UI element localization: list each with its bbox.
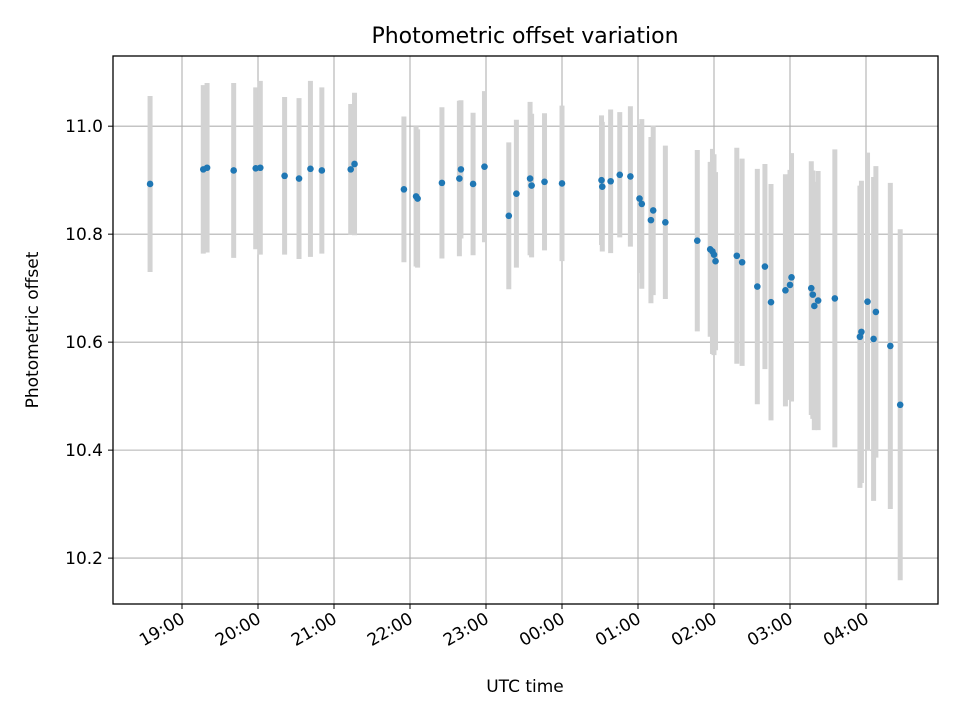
data-point — [513, 190, 520, 197]
data-point — [295, 175, 303, 182]
data-point — [754, 283, 761, 290]
data-point — [598, 183, 606, 190]
data-point — [872, 308, 880, 316]
x-axis-ticks: 19:00 20:00 21:00 22:00 23:00 00:00 01:00 02:00… — [136, 604, 873, 651]
data-point — [733, 252, 741, 260]
data-point — [710, 251, 718, 258]
data-point — [526, 175, 534, 182]
chart-title: Photometric offset variation — [371, 24, 678, 49]
data-point — [809, 291, 817, 298]
data-point — [896, 401, 904, 409]
data-point — [505, 212, 513, 220]
data-point — [481, 163, 488, 170]
data-point — [761, 263, 769, 270]
y-tick-label: 11.0 — [65, 117, 103, 137]
data-point — [146, 180, 154, 188]
data-point — [738, 258, 746, 266]
x-axis-label: UTC time — [486, 677, 564, 697]
data-point — [469, 180, 477, 188]
data-point — [400, 186, 408, 193]
data-point — [811, 302, 818, 310]
data-point — [318, 167, 326, 174]
error-bars — [147, 80, 903, 581]
data-point — [887, 342, 894, 350]
data-point — [636, 195, 643, 202]
data-point — [767, 298, 775, 306]
data-points — [146, 160, 904, 409]
data-point — [864, 298, 871, 305]
data-point — [230, 167, 237, 174]
data-point — [814, 297, 822, 304]
data-point — [831, 295, 839, 302]
data-point — [627, 173, 634, 180]
x-tick-label: 23:00 — [440, 609, 492, 651]
data-point — [616, 171, 624, 179]
data-point — [870, 335, 877, 343]
data-point — [607, 177, 614, 185]
data-point — [203, 164, 211, 172]
data-point — [457, 166, 465, 173]
x-tick-label: 04:00 — [820, 609, 872, 651]
data-point — [528, 182, 535, 189]
data-point — [786, 281, 794, 289]
data-point — [558, 180, 566, 187]
y-tick-label: 10.2 — [65, 549, 103, 569]
data-point — [598, 176, 605, 184]
x-tick-label: 22:00 — [364, 609, 416, 651]
y-axis-ticks: 10.2 10.4 10.6 10.8 11.0 — [65, 117, 113, 569]
data-point — [256, 164, 264, 172]
x-tick-label: 19:00 — [136, 609, 188, 651]
y-tick-label: 10.8 — [65, 225, 103, 245]
data-point — [662, 218, 669, 226]
x-tick-label: 01:00 — [592, 609, 644, 651]
data-point — [693, 237, 701, 244]
y-axis-label: Photometric offset — [23, 251, 43, 408]
data-point — [788, 274, 795, 281]
data-point — [647, 216, 655, 224]
y-tick-label: 10.4 — [65, 441, 103, 461]
y-tick-label: 10.6 — [65, 333, 103, 353]
data-point — [858, 328, 865, 336]
x-tick-label: 21:00 — [288, 609, 340, 651]
data-point — [351, 160, 358, 168]
data-point — [438, 179, 446, 187]
data-point — [638, 200, 646, 208]
x-tick-label: 00:00 — [516, 609, 568, 651]
data-point — [649, 207, 657, 214]
data-point — [541, 178, 548, 186]
data-point — [782, 287, 789, 294]
x-tick-label: 02:00 — [668, 609, 720, 651]
x-tick-label: 20:00 — [212, 609, 264, 651]
plot-frame — [112, 55, 939, 605]
data-point — [712, 257, 719, 265]
data-point — [456, 175, 463, 182]
data-point — [414, 195, 421, 202]
x-tick-label: 03:00 — [744, 609, 796, 651]
data-point — [347, 166, 355, 173]
data-point — [807, 284, 815, 292]
data-point — [281, 172, 288, 180]
data-point — [307, 165, 314, 173]
